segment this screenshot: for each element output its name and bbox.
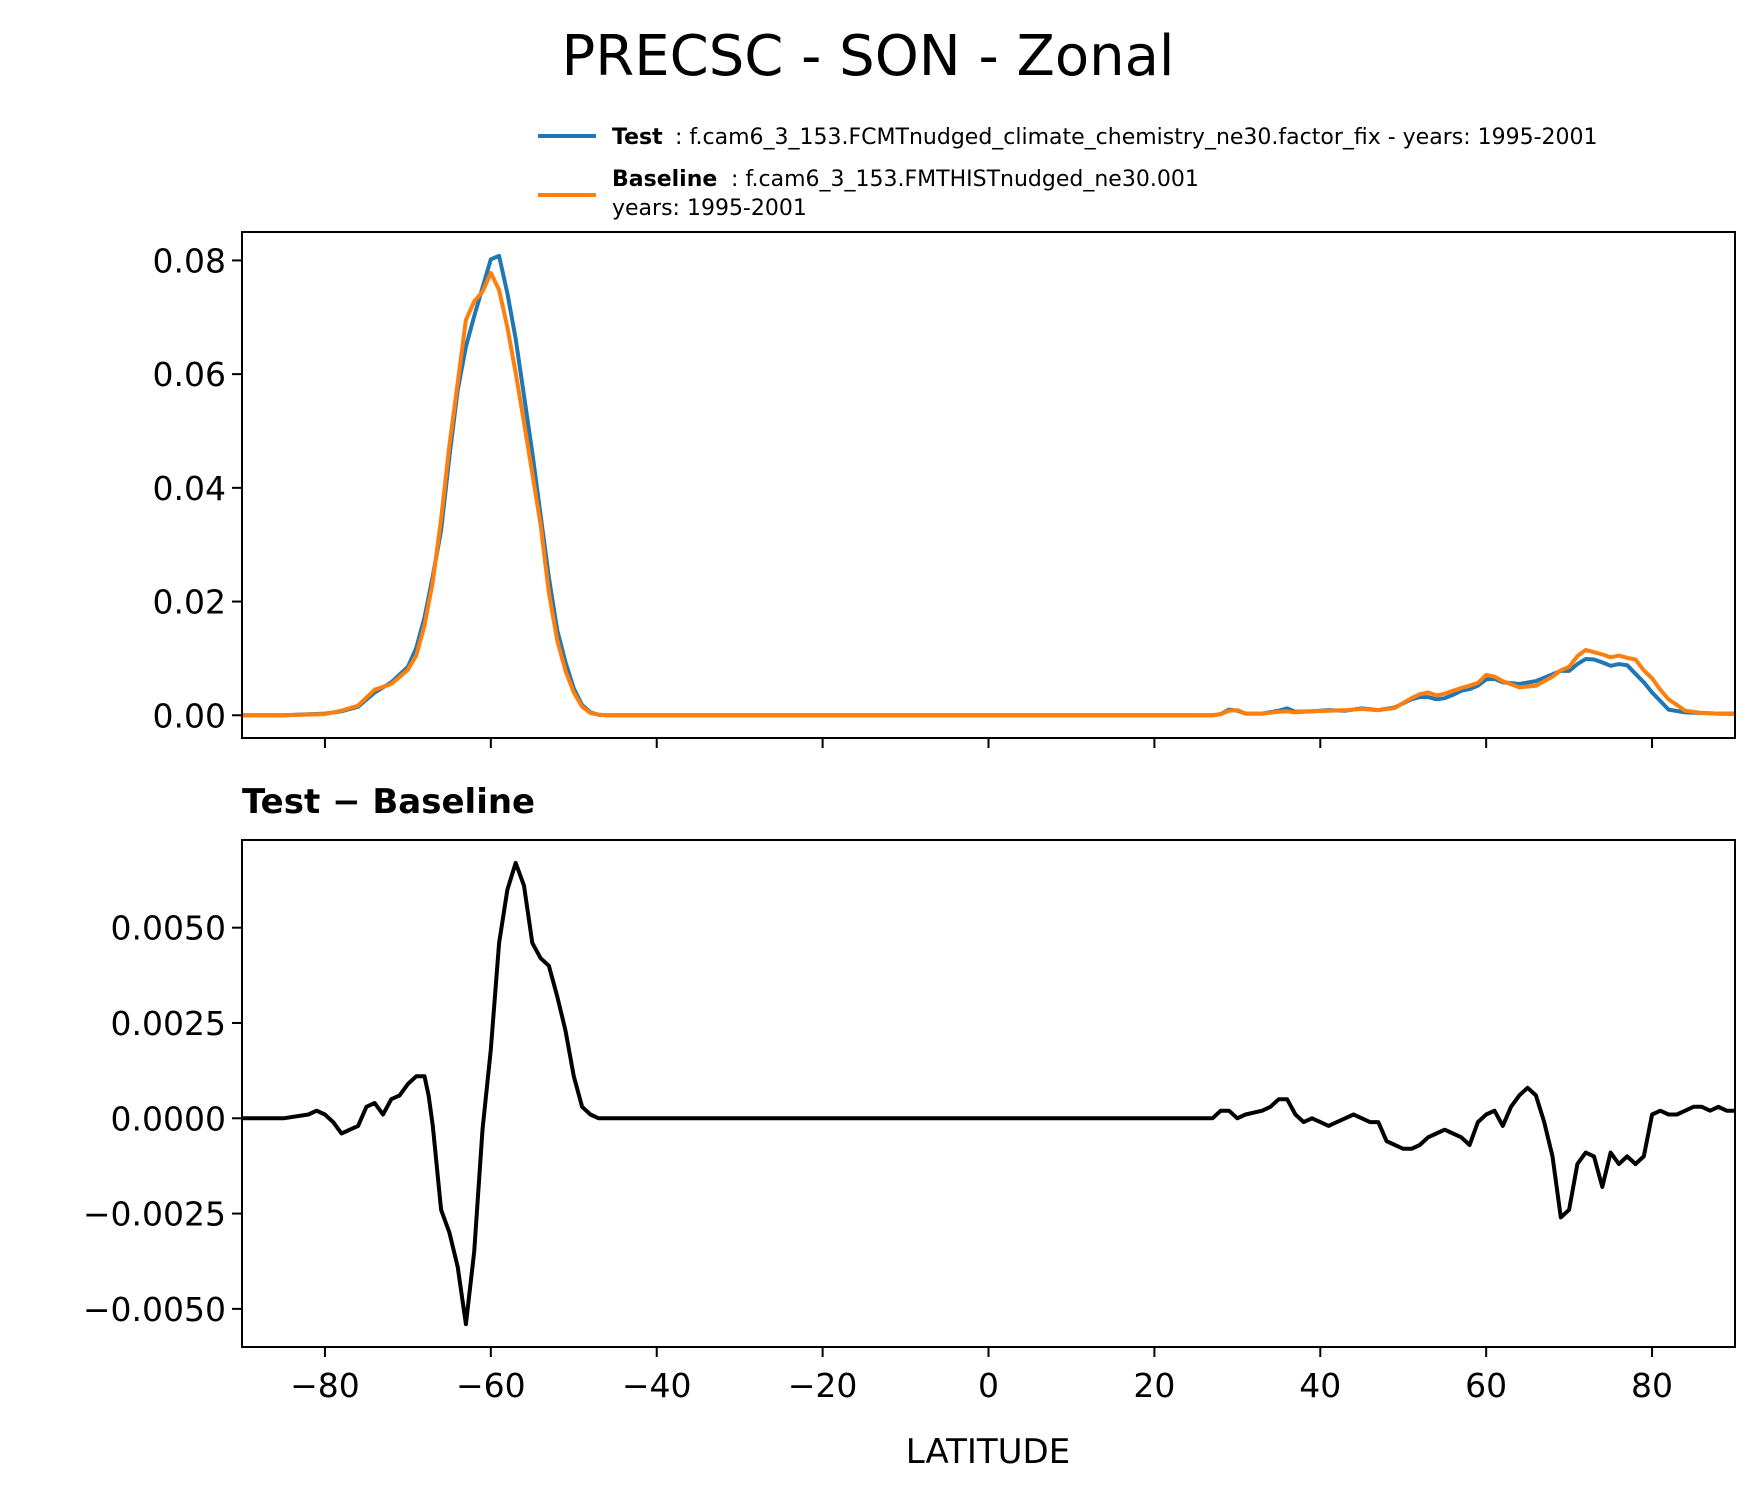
- legend-text-test: : f.cam6_3_153.FCMTnudged_climate_chemis…: [675, 125, 1598, 150]
- legend: Test : f.cam6_3_153.FCMTnudged_climate_c…: [538, 125, 1598, 221]
- x-tick-label: −20: [788, 1366, 858, 1405]
- top-panel-series: [242, 253, 1736, 718]
- top-y-tick-label: 0.00: [153, 696, 226, 735]
- chart-title: PRECSC - SON - Zonal: [562, 24, 1175, 89]
- x-tick-label: 0: [978, 1366, 999, 1405]
- series-line-test-baseline: [242, 860, 1735, 1327]
- bottom-panel-series: [242, 860, 1735, 1327]
- legend-label-baseline: Baseline: [612, 167, 717, 192]
- legend-text-baseline-years: years: 1995-2001: [612, 196, 807, 221]
- top-y-tick-label: 0.02: [153, 583, 226, 622]
- x-tick-label: −40: [622, 1366, 692, 1405]
- x-axis-label: LATITUDE: [906, 1432, 1070, 1472]
- x-tick-label: 60: [1465, 1366, 1507, 1405]
- top-panel-ticks: 0.00 0.02 0.04 0.06 0.08: [153, 241, 1654, 748]
- top-y-tick-label: 0.08: [153, 241, 226, 280]
- series-line-baseline: [242, 270, 1736, 718]
- bottom-y-tick-label: 0.0050: [111, 909, 226, 948]
- difference-subtitle: Test − Baseline: [242, 782, 535, 822]
- x-tick-label: 80: [1631, 1366, 1673, 1405]
- bottom-y-tick-label: 0.0025: [111, 1004, 226, 1043]
- top-panel: 0.00 0.02 0.04 0.06 0.08: [153, 231, 1736, 748]
- x-tick-label: −60: [456, 1366, 526, 1405]
- top-y-tick-label: 0.06: [153, 355, 226, 394]
- legend-label-test: Test: [612, 125, 663, 150]
- bottom-y-tick-label: −0.0050: [83, 1290, 226, 1329]
- bottom-panel: −0.0050 −0.0025 0.0000 0.0025 0.0050 −80 −60 −4…: [83, 839, 1736, 1405]
- bottom-y-tick-label: 0.0000: [111, 1099, 226, 1138]
- x-tick-label: 40: [1299, 1366, 1341, 1405]
- top-panel-frame: [241, 231, 1736, 739]
- bottom-panel-ticks: −0.0050 −0.0025 0.0000 0.0025 0.0050 −80 −60 −4…: [83, 909, 1673, 1405]
- x-tick-label: −80: [290, 1366, 360, 1405]
- top-y-tick-label: 0.04: [153, 469, 226, 508]
- legend-text-baseline: : f.cam6_3_153.FMTHISTnudged_ne30.001: [731, 167, 1199, 192]
- bottom-panel-frame: [241, 839, 1736, 1348]
- x-tick-label: 20: [1133, 1366, 1175, 1405]
- bottom-y-tick-label: −0.0025: [83, 1195, 226, 1234]
